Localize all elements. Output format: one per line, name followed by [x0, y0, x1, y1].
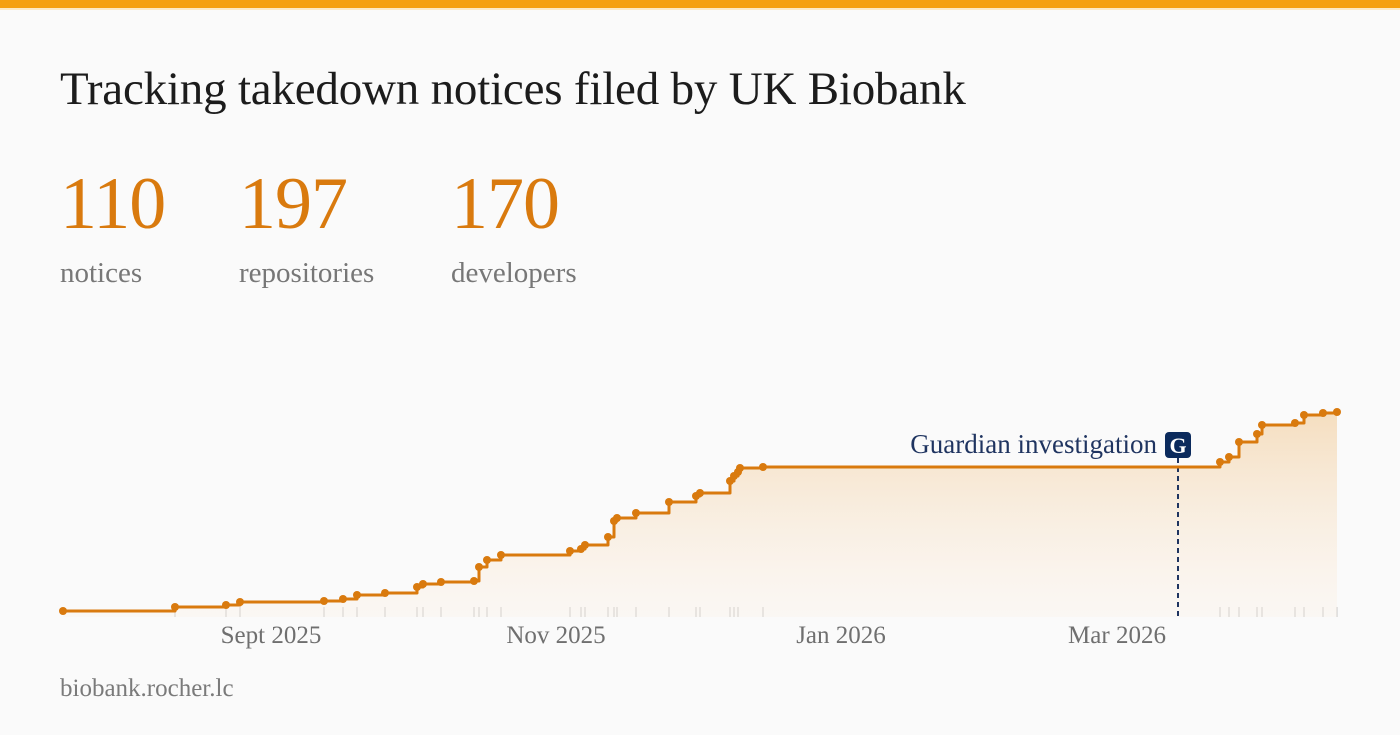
x-tick-label: Sept 2025	[221, 622, 322, 649]
data-point[interactable]	[581, 541, 589, 549]
data-point[interactable]	[1300, 411, 1308, 419]
area-fill	[63, 412, 1337, 617]
data-point[interactable]	[632, 509, 640, 517]
data-point[interactable]	[1258, 421, 1266, 429]
data-point[interactable]	[236, 598, 244, 606]
x-tick-label: Nov 2025	[506, 622, 605, 649]
data-point[interactable]	[604, 533, 612, 541]
accent-top-bar	[0, 0, 1400, 8]
data-point[interactable]	[1291, 419, 1299, 427]
data-point[interactable]	[470, 577, 478, 585]
stat-developers-label: developers	[451, 257, 577, 289]
data-point[interactable]	[419, 580, 427, 588]
x-tick-label: Mar 2026	[1068, 622, 1166, 649]
guardian-logo-icon[interactable]: G	[1165, 432, 1191, 458]
accent-top-bar-edge	[0, 8, 1400, 10]
stat-notices: 110 notices	[60, 163, 166, 290]
data-point[interactable]	[1319, 409, 1327, 417]
page-title: Tracking takedown notices filed by UK Bi…	[60, 63, 966, 115]
stat-developers: 170 developers	[451, 164, 577, 290]
data-point[interactable]	[613, 514, 621, 522]
data-point[interactable]	[222, 601, 230, 609]
data-point[interactable]	[381, 589, 389, 597]
data-point[interactable]	[1333, 408, 1341, 416]
annotation-label: Guardian investigation	[910, 429, 1157, 459]
data-point[interactable]	[665, 498, 673, 506]
stat-repositories-label: repositories	[239, 257, 375, 289]
data-point[interactable]	[437, 578, 445, 586]
data-point[interactable]	[1216, 458, 1224, 466]
data-point[interactable]	[1225, 453, 1233, 461]
data-point[interactable]	[736, 464, 744, 472]
data-point[interactable]	[483, 556, 491, 564]
data-point[interactable]	[759, 463, 767, 471]
stat-repositories-value: 197	[239, 163, 348, 245]
data-point[interactable]	[413, 583, 421, 591]
stat-notices-value: 110	[60, 163, 166, 245]
data-point[interactable]	[320, 597, 328, 605]
data-point[interactable]	[475, 563, 483, 571]
data-point[interactable]	[696, 489, 704, 497]
source-link[interactable]: biobank.rocher.lc	[60, 675, 234, 702]
data-points	[59, 408, 1341, 615]
stat-repositories: 197 repositories	[239, 164, 374, 290]
x-tick-label: Jan 2026	[796, 622, 886, 649]
data-point[interactable]	[1253, 430, 1261, 438]
svg-text:G: G	[1169, 433, 1186, 458]
data-point[interactable]	[1235, 438, 1243, 446]
data-point[interactable]	[171, 603, 179, 611]
data-point[interactable]	[339, 595, 347, 603]
data-point[interactable]	[497, 551, 505, 559]
data-point[interactable]	[59, 607, 67, 615]
x-axis: Sept 2025 Nov 2025 Jan 2026 Mar 2026	[221, 622, 1166, 649]
stat-developers-value: 170	[451, 163, 560, 245]
annotation: Guardian investigation G	[910, 429, 1191, 459]
stat-notices-label: notices	[60, 257, 143, 289]
data-point[interactable]	[566, 547, 574, 555]
data-point[interactable]	[353, 591, 361, 599]
